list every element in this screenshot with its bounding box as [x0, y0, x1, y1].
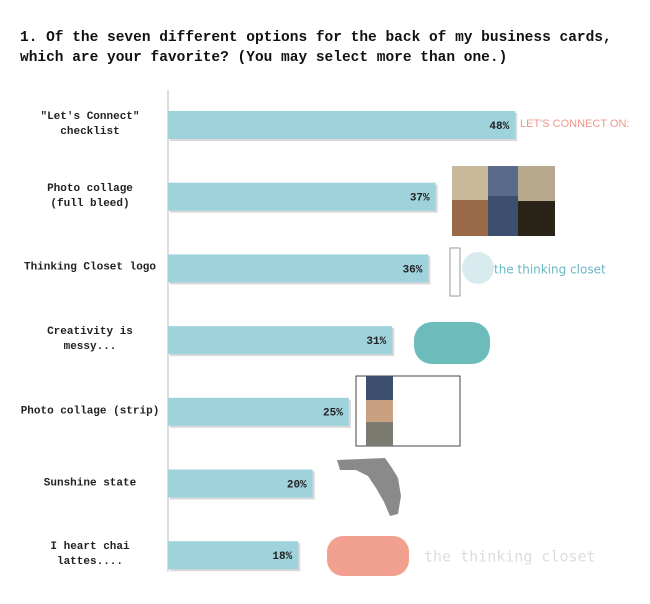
- bar: [168, 326, 393, 355]
- bar: [168, 397, 349, 426]
- value-label: 20%: [287, 479, 307, 491]
- thumbnail-badge: [414, 322, 490, 364]
- value-label: 36%: [403, 264, 423, 276]
- value-label: 25%: [323, 408, 343, 420]
- thumbnail-collage: [452, 166, 555, 236]
- thumbnail-chai: [327, 536, 409, 576]
- thumbnail-florida: [337, 458, 401, 516]
- annotation: LET'S CONNECT ON:: [520, 118, 629, 130]
- annotation: the thinking closet: [494, 263, 606, 277]
- bar: [168, 541, 299, 570]
- category-label: Photo collage (full bleed): [47, 182, 133, 210]
- bar: [168, 469, 313, 498]
- value-label: 18%: [272, 551, 292, 563]
- chart-title: 1. Of the seven different options for th…: [20, 30, 612, 66]
- category-label: Creativity is messy...: [47, 326, 133, 354]
- bar: [168, 182, 436, 211]
- annotation: the thinking closet: [424, 548, 596, 566]
- bar: [168, 111, 516, 139]
- bar: [168, 254, 429, 283]
- value-label: 31%: [366, 336, 386, 348]
- category-label: Thinking Closet logo: [23, 261, 157, 274]
- thumbnail-logo: the thinking closet: [449, 247, 606, 297]
- category-label: "Let's Connect" checklist: [40, 111, 140, 138]
- value-label: 37%: [410, 193, 430, 205]
- category-label: Photo collage (strip): [20, 405, 160, 418]
- value-label: 48%: [489, 121, 509, 133]
- thumbnail-strip: [355, 375, 461, 447]
- category-label: I heart chai lattes....: [50, 541, 130, 569]
- category-label: Sunshine state: [43, 477, 137, 489]
